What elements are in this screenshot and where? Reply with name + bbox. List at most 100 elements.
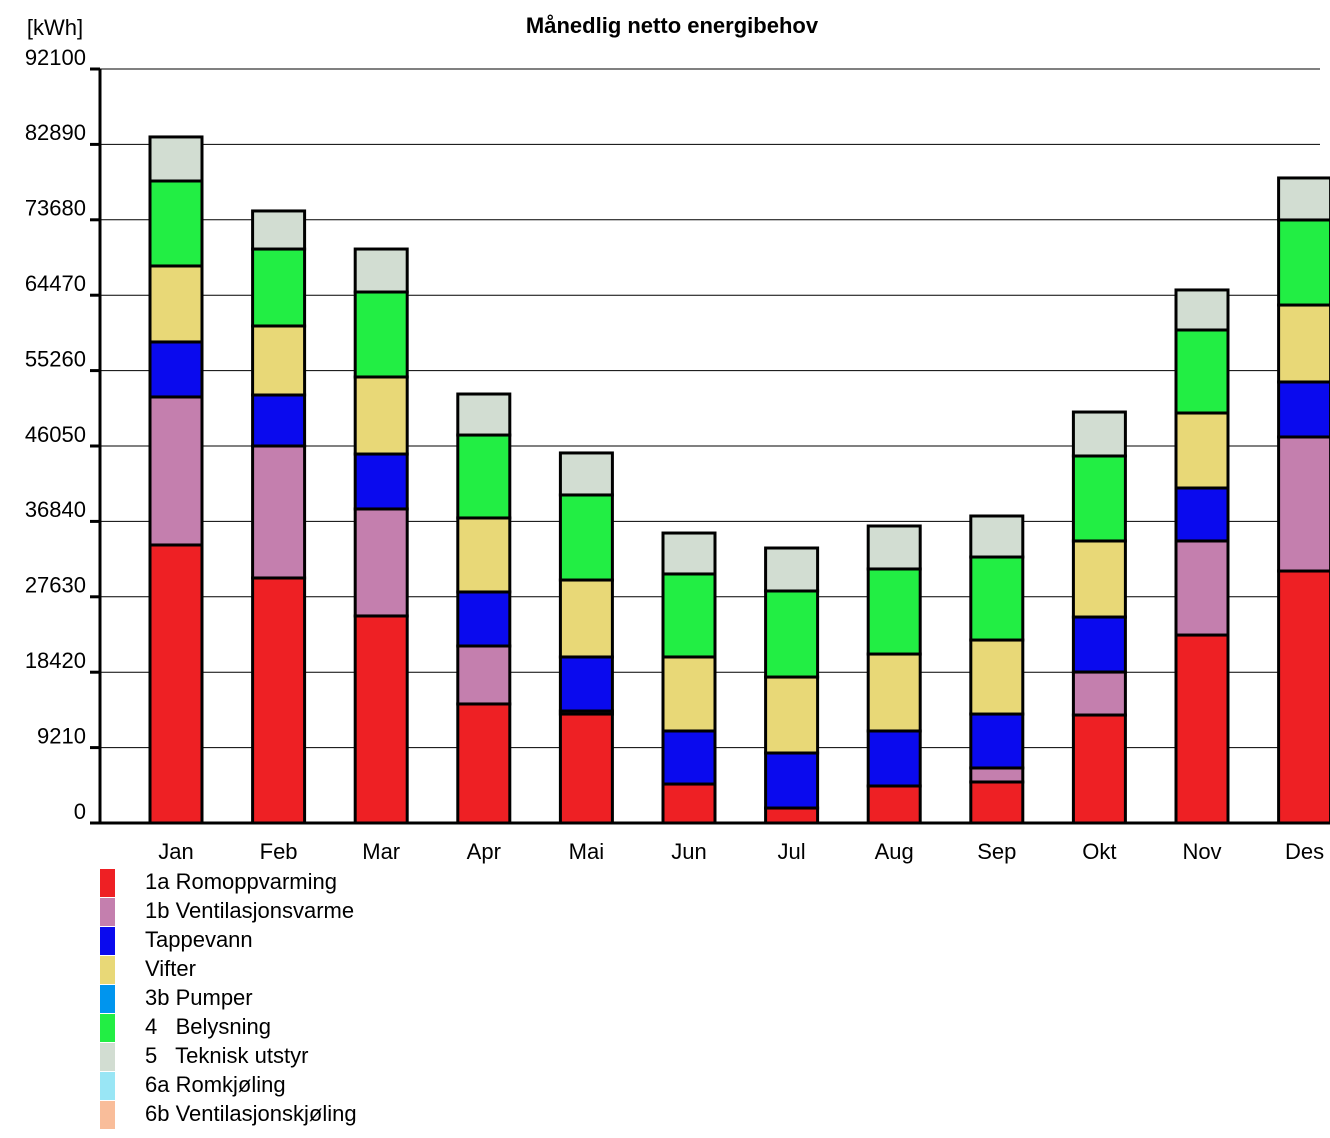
legend-label: 1b Ventilasjonsvarme <box>145 898 354 923</box>
bar-segment <box>251 209 307 251</box>
bar-segment <box>1071 410 1127 458</box>
x-tick-label: Des <box>1285 839 1324 864</box>
bar-segment <box>353 507 409 618</box>
bar-segment <box>661 572 717 659</box>
bar-segment <box>1277 435 1330 573</box>
bar-segment <box>661 729 717 786</box>
x-tick-label: Mar <box>362 839 400 864</box>
bar-segment <box>558 655 614 713</box>
y-tick-label: 36840 <box>25 497 86 522</box>
bar-segment <box>1174 288 1230 332</box>
bar-segment <box>969 555 1025 642</box>
legend-label: 6a Romkjøling <box>145 1072 286 1097</box>
bar-segment <box>1071 454 1127 543</box>
bar-segment <box>148 543 204 825</box>
y-tick-label: 27630 <box>25 573 86 598</box>
legend-label: 6b Ventilasjonskjøling <box>145 1101 357 1126</box>
bar-segment <box>251 576 307 825</box>
bar-segment <box>1174 539 1230 637</box>
bar-segment <box>661 655 717 733</box>
legend-label: 5 Teknisk utstyr <box>145 1043 308 1068</box>
y-tick-label: 92100 <box>25 45 86 70</box>
bar-segment <box>1277 569 1330 825</box>
bar-segment <box>148 264 204 344</box>
bar-segment <box>251 324 307 397</box>
bar-segment <box>1071 615 1127 674</box>
legend-label: Vifter <box>145 956 196 981</box>
legend-label: 4 Belysning <box>145 1014 271 1039</box>
legend-swatch <box>100 1014 115 1042</box>
bar-segment <box>764 589 820 679</box>
bar-segment <box>1071 713 1127 825</box>
bar-segment <box>148 135 204 183</box>
bar-segment <box>456 433 512 520</box>
bar-segment <box>148 179 204 268</box>
bar-segment <box>661 531 717 576</box>
bar-segment <box>456 590 512 648</box>
bar-segment <box>456 392 512 437</box>
bar-segment <box>866 784 922 825</box>
x-tick-label: Feb <box>260 839 298 864</box>
legend-swatch <box>100 927 115 955</box>
bar-segment <box>558 578 614 659</box>
bar-segment <box>1174 411 1230 490</box>
bar-segment <box>558 712 614 825</box>
y-axis-label: [kWh] <box>27 15 83 40</box>
x-tick-label: Jun <box>671 839 706 864</box>
legend-swatch <box>100 956 115 984</box>
bar-segment <box>764 751 820 810</box>
bar-segment <box>1071 539 1127 619</box>
x-tick-label: Apr <box>467 839 501 864</box>
bar-segment <box>866 652 922 733</box>
bar-segment <box>1277 303 1330 384</box>
y-tick-label: 46050 <box>25 422 86 447</box>
y-tick-label: 9210 <box>37 723 86 748</box>
bar-segment <box>764 546 820 593</box>
bar-segment <box>866 567 922 656</box>
legend-swatch <box>100 898 115 926</box>
bar-segment <box>969 766 1025 784</box>
bar-segment <box>1277 218 1330 307</box>
legend-swatch <box>100 1101 115 1129</box>
x-tick-label: Okt <box>1082 839 1116 864</box>
bar-segment <box>661 782 717 825</box>
bar-segment <box>764 806 820 825</box>
bar-segment <box>353 247 409 294</box>
y-tick-label: 73680 <box>25 196 86 221</box>
bar-segment <box>1174 486 1230 543</box>
x-tick-label: Jan <box>158 839 193 864</box>
y-tick-label: 64470 <box>25 271 86 296</box>
y-tick-label: 0 <box>74 799 86 824</box>
x-tick-label: Nov <box>1182 839 1221 864</box>
x-tick-label: Mai <box>569 839 604 864</box>
bar-segment <box>969 712 1025 770</box>
bar-segment <box>1174 328 1230 415</box>
bar-segment <box>456 516 512 594</box>
y-tick-label: 82890 <box>25 120 86 145</box>
bar-segment <box>558 493 614 582</box>
bar-segment <box>1277 176 1330 222</box>
y-tick-label: 55260 <box>25 346 86 371</box>
bar-segment <box>251 393 307 448</box>
legend-label: 1a Romoppvarming <box>145 869 337 894</box>
chart-title: Månedlig netto energibehov <box>526 13 819 38</box>
bar-segment <box>1277 380 1330 439</box>
bar-segment <box>456 702 512 825</box>
legend-swatch <box>100 869 115 897</box>
bar-segment <box>353 614 409 825</box>
bar-segment <box>1174 633 1230 825</box>
bar-segment <box>148 395 204 547</box>
legend-swatch <box>100 985 115 1013</box>
bar-segment <box>251 444 307 580</box>
bar-segment <box>764 675 820 755</box>
legend-label: 3b Pumper <box>145 985 253 1010</box>
bar-segment <box>866 729 922 788</box>
bar-segment <box>456 644 512 706</box>
bar-segment <box>1071 670 1127 717</box>
bar-segment <box>251 247 307 328</box>
bar-segment <box>969 638 1025 716</box>
legend-swatch <box>100 1043 115 1071</box>
x-tick-label: Sep <box>977 839 1016 864</box>
bar-segment <box>969 780 1025 825</box>
